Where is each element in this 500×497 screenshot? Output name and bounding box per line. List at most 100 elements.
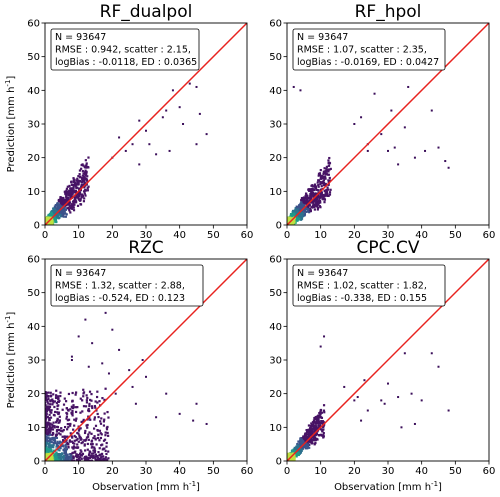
density-cell [327, 159, 330, 162]
y-tick-label: 0 [276, 457, 282, 468]
density-cell [77, 187, 80, 190]
density-cell [328, 179, 331, 182]
density-cell [50, 456, 54, 460]
density-cell [55, 459, 58, 461]
density-cell [46, 407, 49, 410]
density-cell [58, 399, 61, 402]
density-cell [311, 206, 314, 209]
density-cell [322, 175, 325, 179]
density-cell [70, 412, 74, 415]
density-cell [56, 440, 59, 443]
density-cell [59, 196, 62, 199]
density-cell [67, 426, 70, 429]
density-cell [320, 428, 323, 431]
density-cell [60, 441, 63, 444]
outlier-point [413, 156, 416, 159]
density-cell [311, 188, 314, 191]
density-cell [100, 459, 103, 461]
density-cell [308, 204, 311, 207]
density-cell [45, 421, 48, 424]
density-cell [51, 436, 55, 439]
outlier-point [198, 112, 201, 115]
outlier-point [84, 318, 87, 321]
density-cell [47, 434, 50, 437]
density-cell [54, 203, 57, 207]
density-cell [93, 427, 96, 430]
density-cell [88, 452, 91, 455]
density-cell [328, 191, 332, 194]
density-cell [59, 457, 63, 461]
density-cell [47, 395, 50, 398]
scatter-panel: RF_dualpol 0 10 20 30 40 50 60 0 10 20 30 40 50 60 N = … [27, 2, 253, 241]
outlier-point [366, 409, 369, 412]
density-cell [315, 203, 318, 206]
density-cell [57, 397, 60, 400]
stats-line: logBias : -0.0118, ED : 0.0365 [55, 57, 197, 68]
density-cell [59, 433, 62, 436]
x-tick-label: 0 [42, 230, 48, 241]
density-cell [68, 184, 71, 188]
density-cell [72, 447, 75, 450]
density-cell [49, 433, 52, 436]
density-cell [302, 214, 305, 218]
density-cell [106, 425, 109, 429]
density-cell [72, 183, 75, 187]
x-tick-label: 40 [415, 230, 428, 241]
density-cell [81, 454, 84, 457]
density-cell [104, 456, 107, 459]
density-cell [69, 187, 72, 190]
density-cell [73, 197, 76, 200]
y-tick-label: 10 [27, 423, 40, 434]
density-cell [67, 445, 70, 448]
density-cell [55, 456, 58, 459]
density-cell [45, 426, 47, 430]
density-cell [305, 197, 309, 201]
density-cell [71, 459, 74, 461]
density-cell [82, 200, 86, 203]
density-cell [329, 167, 332, 170]
density-cell [294, 207, 297, 210]
density-cell [317, 419, 320, 422]
density-cell [45, 415, 47, 418]
density-cell [302, 205, 305, 209]
density-cell [74, 410, 78, 414]
density-cell [49, 403, 52, 406]
density-cell [64, 446, 68, 449]
density-cell [88, 404, 91, 408]
density-cell [88, 431, 91, 434]
x-tick-label: 50 [449, 466, 462, 477]
density-cell [79, 438, 82, 441]
density-cell [322, 428, 325, 431]
density-cell [322, 435, 325, 438]
density-cell [46, 421, 49, 424]
density-cell [49, 416, 53, 419]
density-cell [74, 435, 77, 439]
density-cell [65, 411, 68, 415]
density-cell [294, 210, 297, 213]
density-cell [75, 190, 78, 194]
x-tick-label: 30 [382, 466, 395, 477]
density-cell [303, 434, 306, 437]
density-cell [305, 441, 308, 444]
density-cell [72, 404, 75, 407]
density-cell [51, 209, 54, 212]
plot-area [45, 23, 247, 225]
density-cell [70, 453, 73, 456]
density-cell [300, 213, 303, 216]
density-cell [95, 395, 99, 399]
y-axis-label: Prediction [mm h-1] [4, 312, 17, 409]
density-cell [59, 204, 62, 207]
density-cell [48, 417, 51, 420]
density-cell [294, 221, 297, 224]
density-cell [76, 446, 79, 449]
density-cell [308, 446, 311, 449]
density-cell [57, 456, 61, 459]
density-cell [85, 438, 88, 441]
density-cell [71, 400, 74, 403]
density-cell [55, 394, 58, 397]
density-cell [84, 169, 87, 172]
density-cell [62, 403, 66, 406]
density-cell [305, 210, 308, 214]
density-cell [299, 202, 302, 205]
density-cell [51, 431, 55, 435]
